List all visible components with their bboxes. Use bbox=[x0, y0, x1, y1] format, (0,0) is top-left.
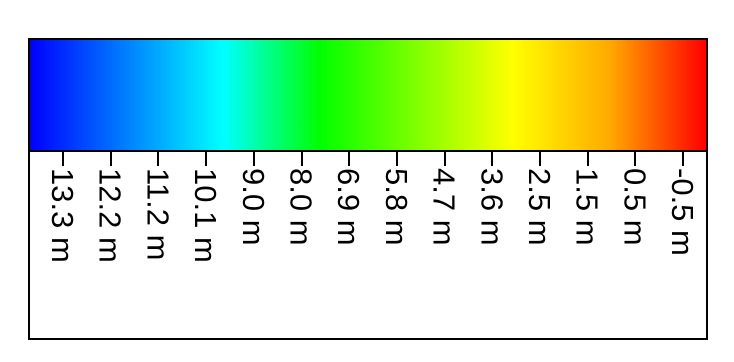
tick-mark bbox=[586, 152, 589, 166]
tick-mark bbox=[443, 152, 446, 166]
tick-mark bbox=[491, 152, 494, 166]
tick-mark bbox=[109, 152, 112, 166]
tick-mark bbox=[634, 152, 637, 166]
tick-label: 11.2 m bbox=[140, 168, 176, 261]
tick-label: 4.7 m bbox=[426, 168, 462, 246]
tick-label: 9.0 m bbox=[235, 168, 271, 246]
colorbar-legend: 13.3 m 12.2 m 11.2 m 10.1 m 9.0 m 8.0 m 6.9 m 5… bbox=[28, 38, 708, 340]
tick-mark bbox=[157, 152, 160, 166]
tick-mark bbox=[539, 152, 541, 166]
tick-label: 3.6 m bbox=[474, 168, 510, 246]
tick-mark bbox=[252, 152, 255, 166]
tick-label: 0.5 m bbox=[617, 168, 653, 246]
tick-label: 13.3 m bbox=[45, 168, 80, 263]
tick-mark bbox=[300, 152, 303, 166]
tick-label: -0.5 m bbox=[665, 168, 701, 256]
color-gradient-bar bbox=[30, 40, 706, 152]
tick-label: 6.9 m bbox=[331, 168, 367, 246]
tick-label: 5.8 m bbox=[378, 168, 414, 246]
tick-mark bbox=[205, 152, 208, 166]
tick-label: 10.1 m bbox=[188, 168, 224, 263]
tick-label: 1.5 m bbox=[569, 168, 605, 246]
tick-mark bbox=[348, 152, 351, 166]
tick-mark bbox=[62, 152, 64, 166]
tick-label: 12.2 m bbox=[92, 168, 128, 263]
tick-mark bbox=[395, 152, 398, 166]
tick-label: 2.5 m bbox=[522, 168, 557, 246]
tick-label: 8.0 m bbox=[283, 168, 319, 246]
tick-mark bbox=[682, 152, 685, 166]
